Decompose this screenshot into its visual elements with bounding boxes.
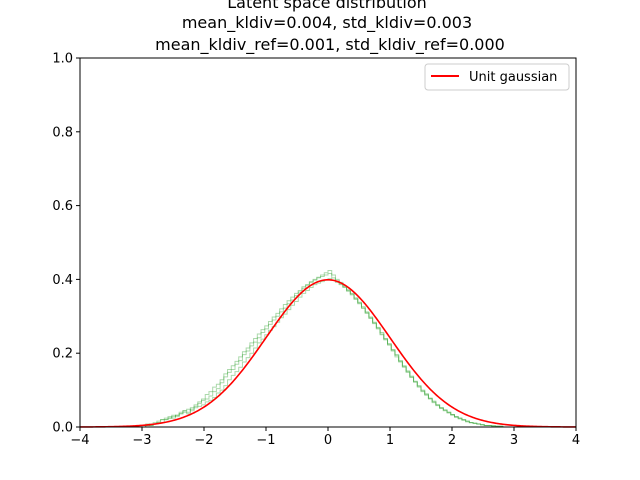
y-tick-label: 0.8 [52, 125, 73, 140]
x-tick-label: −2 [194, 433, 213, 448]
y-tick-label: 0.0 [52, 421, 73, 436]
histogram-step-3 [142, 273, 514, 428]
y-tick-label: 1.0 [52, 52, 73, 67]
histogram-step-2 [141, 270, 514, 428]
chart-title-line-3: mean_kldiv_ref=0.001, std_kldiv_ref=0.00… [155, 35, 505, 55]
x-tick-label: −4 [70, 433, 89, 448]
gaussian-curve-layer [80, 278, 576, 428]
x-tick-label: −1 [256, 433, 275, 448]
chart-title-line-2: mean_kldiv=0.004, std_kldiv=0.003 [182, 13, 472, 33]
unit-gaussian-curve [80, 278, 576, 428]
legend-label-unit-gaussian: Unit gaussian [469, 70, 557, 85]
legend-box [424, 63, 570, 91]
legend: Unit gaussian [424, 63, 570, 91]
x-tick-label: 0 [324, 433, 332, 448]
x-tick-label: −3 [132, 433, 151, 448]
chart-title-line-1: Latent space distribution [227, 0, 427, 12]
histogram-layer [141, 270, 514, 428]
x-tick-label: 1 [386, 433, 394, 448]
histogram-step-1 [142, 278, 514, 428]
y-tick-label: 0.6 [52, 199, 73, 214]
axes-layer: −4 −3 −2 −1 0 1 2 3 4 0.0 0.2 0.4 0.6 0.8 1.0 [52, 52, 580, 449]
y-tick-label: 0.2 [52, 347, 73, 362]
x-tick-label: 3 [510, 433, 518, 448]
x-tick-label: 4 [572, 433, 580, 448]
x-tick-label: 2 [448, 433, 456, 448]
y-tick-label: 0.4 [52, 273, 73, 288]
